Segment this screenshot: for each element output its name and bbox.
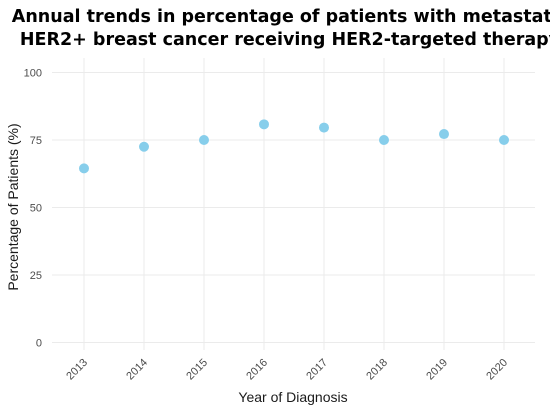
- data-point-2014: [139, 141, 149, 152]
- chart-title-line-2: HER2+ breast cancer receiving HER2-targe…: [20, 30, 550, 50]
- x-tick-label-2016: 2016: [244, 357, 270, 383]
- x-tick-label-2019: 2019: [424, 357, 450, 383]
- x-tick-label-2018: 2018: [364, 357, 390, 383]
- grid-lines: [52, 58, 535, 350]
- x-tick-label-2020: 2020: [484, 357, 510, 383]
- x-tick-label-2017: 2017: [304, 357, 330, 383]
- y-tick-label-0: 0: [36, 338, 42, 350]
- chart-title-line-1: Annual trends in percentage of patients …: [12, 7, 550, 27]
- y-tick-label-75: 75: [30, 135, 42, 147]
- data-point-2017: [319, 122, 329, 133]
- y-axis-title: Percentage of Patients (%): [5, 123, 21, 290]
- y-tick-label-50: 50: [30, 203, 42, 215]
- x-tick-label-2015: 2015: [184, 357, 210, 383]
- chart-title: Annual trends in percentage of patients …: [12, 7, 550, 50]
- data-point-2015: [199, 135, 209, 145]
- data-point-2013: [79, 163, 89, 174]
- x-tick-label-2014: 2014: [124, 357, 150, 383]
- data-points: [79, 119, 509, 174]
- data-point-2019: [439, 129, 449, 140]
- x-axis-title: Year of Diagnosis: [238, 389, 347, 405]
- y-axis-tick-labels: 0 25 50 75 100: [24, 68, 42, 350]
- y-tick-label-25: 25: [30, 270, 42, 282]
- x-axis-tick-labels: 2013 2014 2015 2016 2017 2018 2019 2020: [64, 357, 510, 383]
- data-point-2020: [499, 135, 509, 145]
- x-tick-label-2013: 2013: [64, 357, 90, 383]
- y-tick-label-100: 100: [24, 68, 42, 80]
- data-point-2016: [259, 119, 269, 130]
- data-point-2018: [379, 135, 389, 145]
